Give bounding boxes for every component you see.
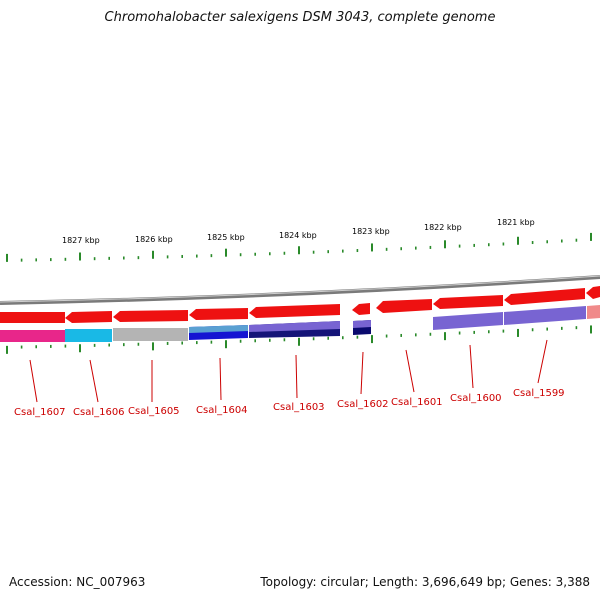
scale-label: 1822 kbp: [424, 223, 462, 232]
gene-label[interactable]: Csal_1601: [391, 397, 443, 408]
gene-track: [0, 305, 600, 342]
gene-label[interactable]: Csal_1600: [450, 393, 502, 404]
cds-csal-1603[interactable]: [249, 304, 340, 318]
gene-csal-1605[interactable]: [113, 328, 188, 341]
gene-label[interactable]: Csal_1602: [337, 399, 389, 410]
topology-text: Topology: circular; Length: 3,696,649 bp…: [260, 575, 590, 589]
scale-label: 1821 kbp: [497, 218, 535, 227]
cds-track: [0, 286, 600, 323]
scale-ticks-lower: [6, 325, 592, 354]
map-title: Chromohalobacter salexigens DSM 3043, co…: [104, 10, 496, 25]
cds-csal-1607[interactable]: [0, 312, 65, 323]
cds-csal-1606[interactable]: [65, 311, 112, 323]
gene-label[interactable]: Csal_1607: [14, 407, 66, 418]
gene-label[interactable]: Csal_1604: [196, 405, 248, 416]
cds-csal-1605[interactable]: [113, 310, 188, 322]
scale-labels: 1827 kbp 1826 kbp 1825 kbp 1824 kbp 1823…: [62, 218, 535, 245]
cds-csal-1600[interactable]: [433, 295, 503, 309]
gene-leader-lines: [29, 339, 548, 403]
cds-csal-1599[interactable]: [504, 288, 585, 305]
gene-label[interactable]: Csal_1606: [73, 407, 125, 418]
cds-next[interactable]: [586, 286, 600, 299]
gene-label[interactable]: Csal_1605: [128, 406, 180, 417]
scale-label: 1823 kbp: [352, 227, 390, 236]
gene-csal-1606[interactable]: [65, 329, 112, 342]
gene-csal-1599[interactable]: [504, 306, 586, 325]
gene-csal-1607[interactable]: [0, 330, 65, 342]
gene-label[interactable]: Csal_1603: [273, 402, 325, 413]
gene-label[interactable]: Csal_1599: [513, 388, 565, 399]
gene-next[interactable]: [587, 305, 600, 319]
scale-label: 1824 kbp: [279, 231, 317, 240]
scale-label: 1826 kbp: [135, 235, 173, 244]
scale-ticks-upper: [6, 232, 592, 262]
scale-label: 1825 kbp: [207, 233, 245, 242]
cds-csal-1604[interactable]: [189, 308, 248, 320]
gene-csal-1600[interactable]: [433, 312, 503, 330]
scale-label: 1827 kbp: [62, 236, 100, 245]
accession-text: Accession: NC_007963: [9, 575, 146, 589]
gene-labels: Csal_1607 Csal_1606 Csal_1605 Csal_1604 …: [14, 388, 565, 418]
cds-csal-1601[interactable]: [376, 299, 432, 313]
genome-backbone: [0, 275, 600, 305]
cds-csal-1602[interactable]: [352, 303, 370, 315]
